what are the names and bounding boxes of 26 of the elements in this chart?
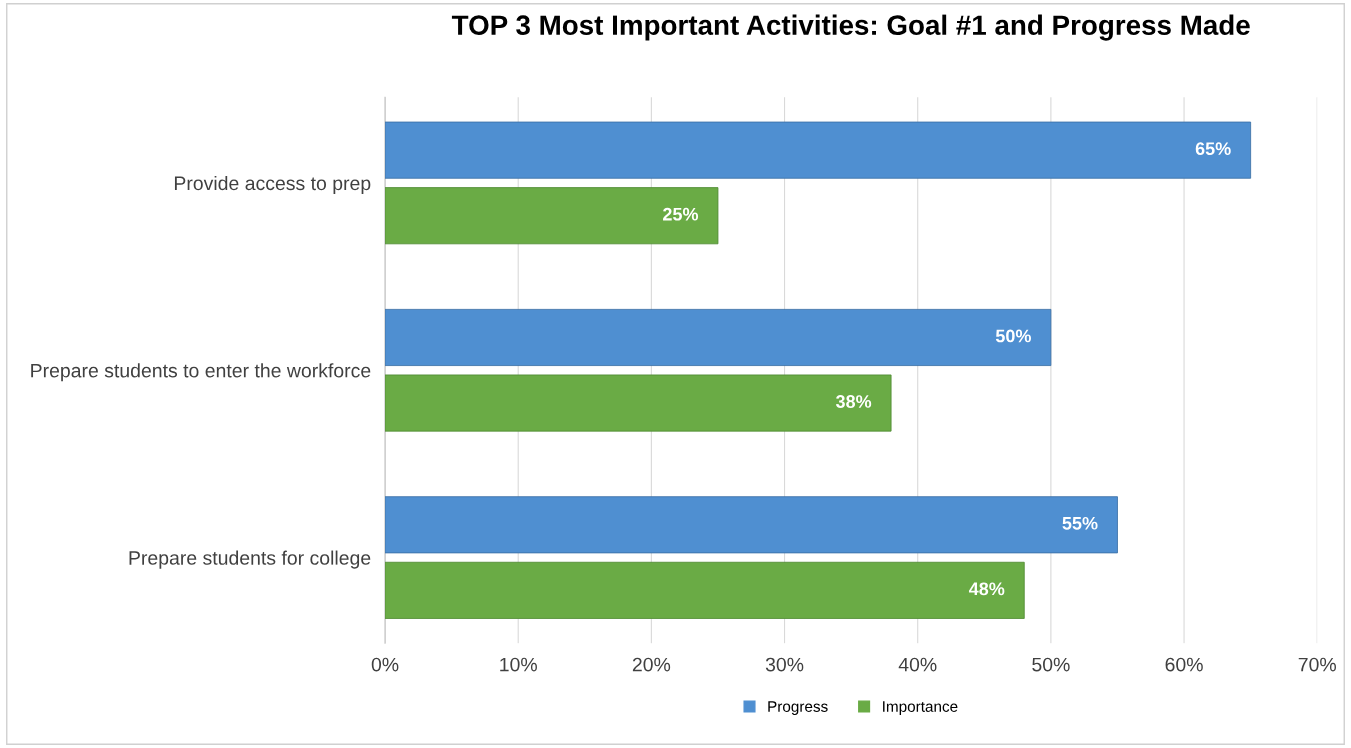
data-label: 50%	[995, 329, 1031, 343]
bar	[385, 121, 1252, 179]
bar	[385, 561, 1025, 619]
x-tick-label: 40%	[898, 657, 937, 672]
data-label: 55%	[1062, 516, 1098, 530]
bar	[385, 374, 892, 432]
y-tick-label: Provide access to prep	[174, 175, 371, 195]
y-tick-label: Prepare students to enter the workforce	[31, 363, 371, 382]
bar	[385, 496, 1118, 554]
data-label: 38%	[835, 395, 872, 408]
x-tick-label: 60%	[1165, 657, 1203, 672]
bar	[385, 308, 1052, 366]
x-tick-label: 30%	[765, 657, 804, 672]
legend-label: Importance	[883, 701, 958, 715]
x-tick-label: 50%	[1032, 657, 1070, 672]
legend-label: Progress	[768, 701, 828, 715]
y-tick-label: Prepare students for college	[129, 550, 371, 569]
x-tick-label: 70%	[1298, 657, 1336, 672]
bar	[385, 187, 719, 245]
data-label: 25%	[663, 207, 699, 221]
data-label: 65%	[1195, 142, 1231, 155]
x-tick-label: 10%	[500, 657, 537, 672]
chart-title: TOP 3 Most Important Activities: Goal #1 and Progress Made	[451, 14, 1250, 41]
x-tick-label: 20%	[632, 657, 671, 672]
x-tick-label: 0%	[371, 657, 399, 672]
data-label: 48%	[968, 582, 1005, 596]
